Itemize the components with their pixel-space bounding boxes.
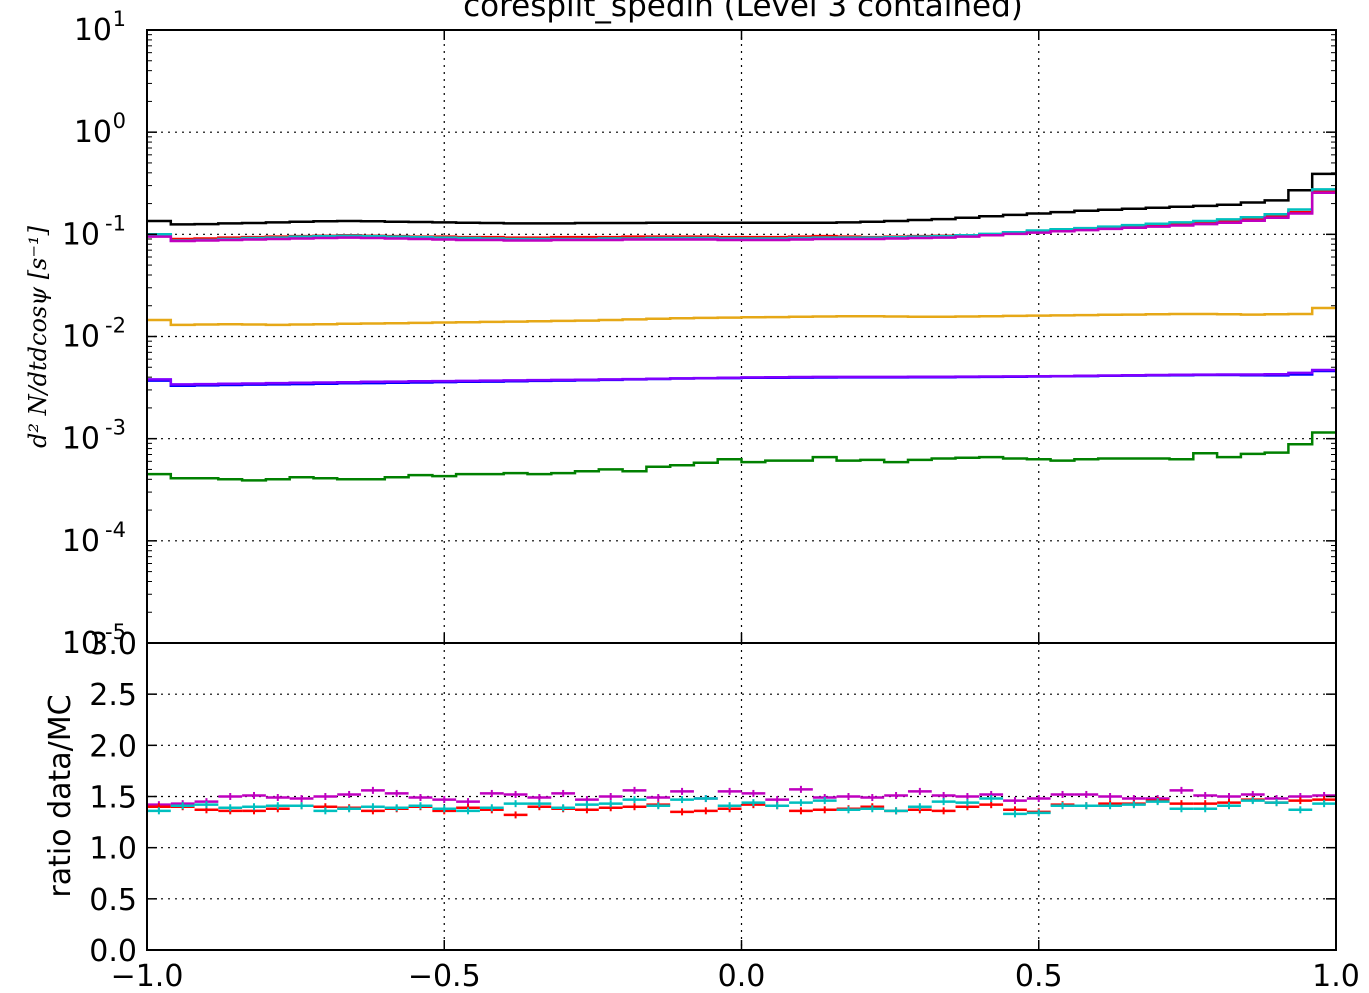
bottom-y-tick-labels: 0.0 0.5 1.0 1.5 2.0 2.5 3.0 [89, 627, 137, 969]
y-tick-base: 10 [62, 320, 100, 355]
bottom-y-axis-label: ratio data/MC [43, 694, 78, 897]
top-series-line-7 [147, 431, 1336, 482]
bottom-y-tick-label: 3.0 [89, 627, 137, 662]
y-tick-base: 10 [74, 13, 112, 48]
top-y-tick-exponent: 1 [113, 7, 126, 31]
bottom-y-tick-label: 0.0 [89, 934, 137, 969]
bottom-y-tick-label: 1.0 [89, 832, 137, 867]
top-y-tick-label: 10 [62, 320, 100, 355]
chart-title: corespilt_spedlh (Level 3 contained) [463, 0, 1023, 24]
top-y-tick-exponent: -1 [105, 211, 126, 235]
top-y-tick-exponent: -4 [105, 518, 126, 542]
x-tick-label: 0.0 [718, 959, 766, 993]
top-y-tick-label: 10 [62, 626, 100, 661]
top-y-tick-label: 10 [74, 13, 112, 48]
y-tick-base: 10 [62, 626, 100, 661]
bottom-y-tick-label: 1.5 [89, 781, 137, 816]
bottom-y-tick-label: 2.5 [89, 678, 137, 713]
x-tick-label: −0.5 [408, 959, 481, 993]
x-tick-label: 0.5 [1015, 959, 1063, 993]
top-y-axis-label: d² N/dtdcosψ [s⁻¹] [24, 225, 52, 448]
bottom-plot-frame [146, 642, 1337, 951]
y-tick-base: 10 [62, 524, 100, 559]
top-series-line-6 [147, 368, 1336, 386]
top-series-group [147, 172, 1336, 482]
ratio-series-2 [147, 795, 1336, 818]
top-plot-background [147, 30, 1336, 643]
top-y-tick-exponent: -2 [105, 314, 126, 338]
top-y-tick-exponent: 0 [113, 109, 126, 133]
top-y-tick-label: 10 [62, 422, 100, 457]
y-tick-base: 10 [62, 422, 100, 457]
top-series-line-3 [147, 191, 1336, 243]
bottom-panel: 0.00.51.01.52.02.53.0 −1.0 −0.5 0.0 0.5 1.0 … [43, 627, 1360, 993]
x-tick-labels: −1.0 −0.5 0.0 0.5 1.0 [111, 959, 1360, 993]
y-tick-base: 10 [74, 115, 112, 150]
top-series-line-4 [147, 306, 1336, 327]
top-series-line-2 [147, 188, 1336, 242]
top-y-tick-label: 10 [74, 115, 112, 150]
bottom-y-tick-label: 2.0 [89, 729, 137, 764]
bottom-plot-background [147, 643, 1336, 950]
y-tick-base: 10 [62, 217, 100, 252]
bottom-series-group [147, 785, 1336, 819]
top-y-tick-label: 10 [62, 217, 100, 252]
top-y-tick-exponent: -5 [105, 620, 126, 644]
top-series-line-0 [147, 172, 1336, 226]
x-tick-label: 1.0 [1312, 959, 1360, 993]
x-tick-label: −1.0 [111, 959, 184, 993]
bottom-y-tick-label: 0.5 [89, 883, 137, 918]
top-y-tick-exponent: -3 [105, 416, 126, 440]
top-y-tick-label: 10 [62, 524, 100, 559]
